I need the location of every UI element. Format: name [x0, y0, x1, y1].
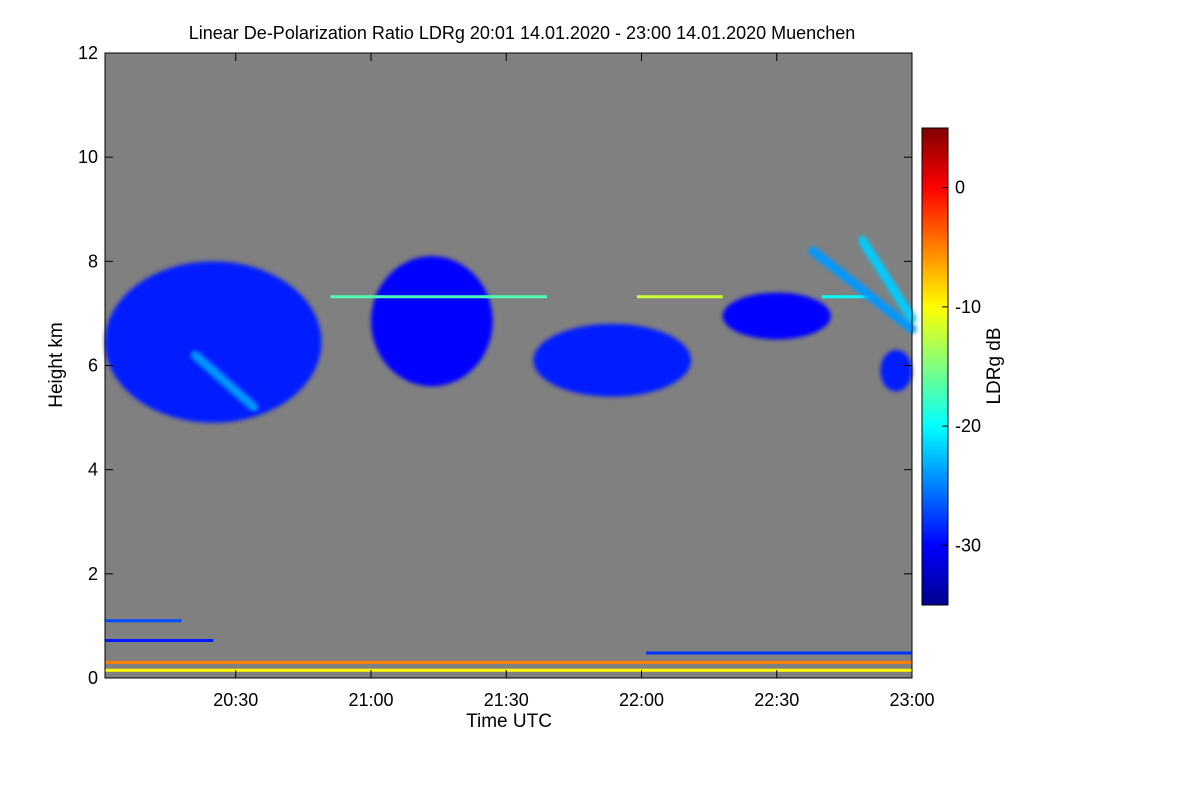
colorbar-tick-label: -20: [955, 416, 981, 436]
colorbar-ticks: 0 -10 -20 -30: [942, 178, 981, 555]
colorbar-label: LDRg dB: [984, 327, 1005, 404]
y-tick-label: 8: [88, 251, 98, 271]
x-tick-label: 21:00: [348, 690, 393, 710]
chart-title: Linear De-Polarization Ratio LDRg 20:01 …: [189, 23, 855, 43]
y-axis-ticks: 0 2 4 6 8 10 12: [78, 43, 912, 688]
colorbar: [921, 127, 949, 606]
y-tick-label: 6: [88, 356, 98, 376]
data-features: [104, 236, 917, 672]
x-tick-label: 23:00: [889, 690, 934, 710]
y-tick-label: 0: [88, 668, 98, 688]
x-tick-label: 20:30: [213, 690, 258, 710]
x-tick-label: 22:30: [754, 690, 799, 710]
colorbar-tick-label: 0: [955, 178, 965, 198]
feature-cloud-patch-2225: [722, 292, 831, 340]
x-axis-label: Time UTC: [466, 711, 552, 732]
feature-cloud-patch-2200: [533, 323, 692, 397]
feature-fall-streak: [190, 350, 259, 412]
y-tick-label: 4: [88, 460, 98, 480]
x-tick-label: 21:30: [484, 690, 529, 710]
x-axis-ticks: 20:30 21:00 21:30 22:00 22:30 23:00: [213, 53, 935, 710]
feature-ice-streak-2: [857, 236, 917, 324]
y-tick-label: 12: [78, 43, 98, 63]
feature-lower-patch-2250: [880, 349, 912, 392]
colorbar-tick-label: -30: [955, 535, 981, 555]
feature-cloud-patch-2106: [370, 256, 493, 387]
feature-main-cloud-layer: [104, 261, 322, 423]
colorbar-tick-label: -10: [955, 297, 981, 317]
y-tick-label: 2: [88, 564, 98, 584]
y-axis-label: Height km: [46, 322, 67, 408]
y-tick-label: 10: [78, 147, 98, 167]
feature-ice-streak-1: [808, 246, 917, 334]
x-tick-label: 22:00: [619, 690, 664, 710]
